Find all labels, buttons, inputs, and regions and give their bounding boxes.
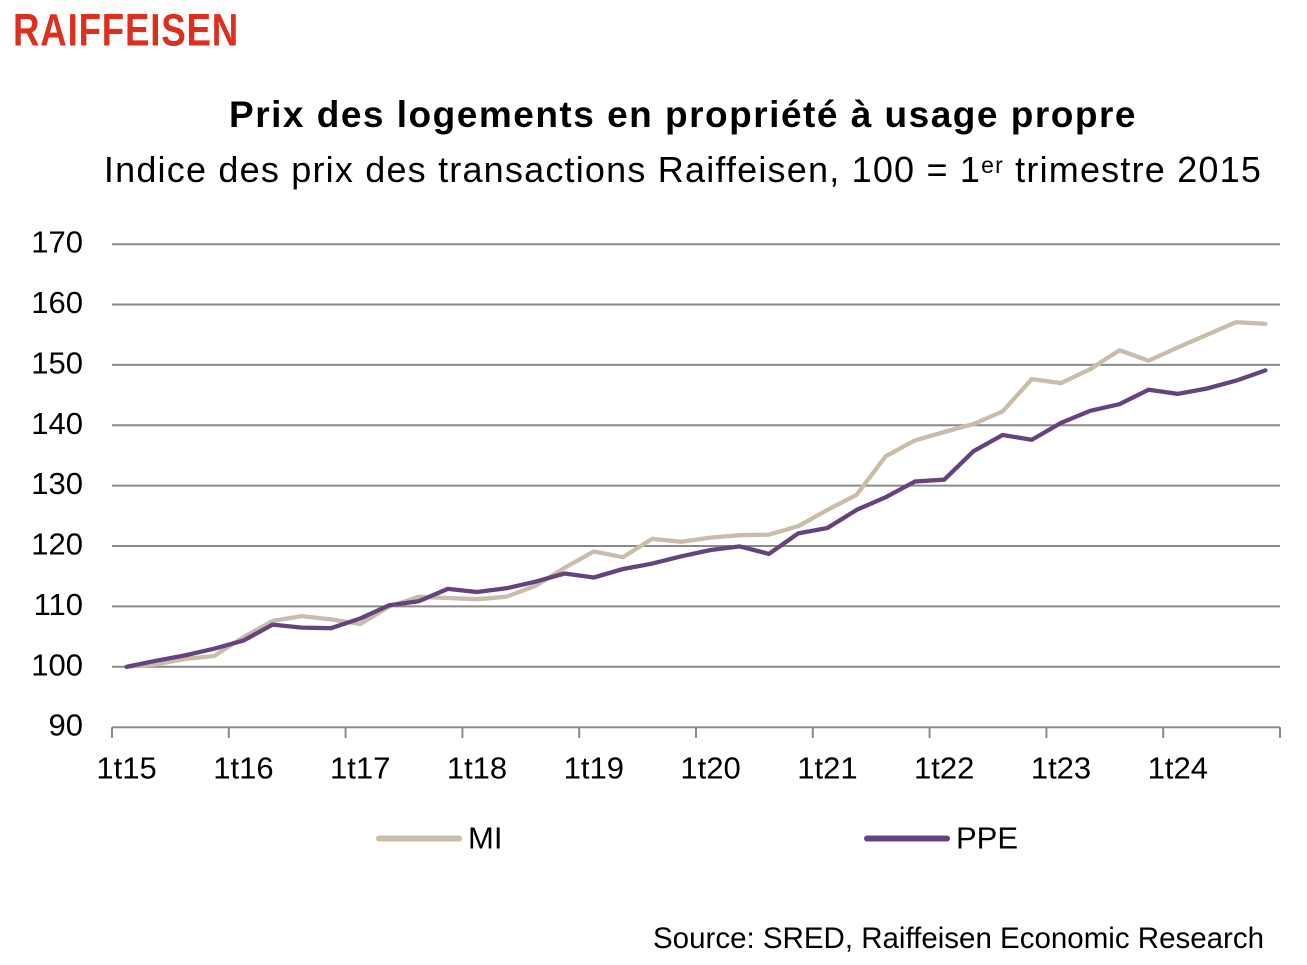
- svg-text:MI: MI: [468, 820, 502, 855]
- svg-text:1t18: 1t18: [447, 751, 507, 786]
- svg-text:1t19: 1t19: [564, 751, 624, 786]
- svg-text:Prix des logements en propriét: Prix des logements en propriété à usage …: [229, 94, 1137, 135]
- svg-text:1t22: 1t22: [914, 751, 974, 786]
- svg-text:120: 120: [31, 527, 83, 562]
- svg-text:160: 160: [31, 285, 83, 320]
- svg-text:RAIFFEISEN: RAIFFEISEN: [13, 5, 239, 55]
- svg-text:1t15: 1t15: [96, 751, 156, 786]
- svg-text:1t23: 1t23: [1031, 751, 1091, 786]
- svg-text:PPE: PPE: [956, 820, 1018, 855]
- svg-text:1t20: 1t20: [680, 751, 740, 786]
- svg-text:130: 130: [31, 466, 83, 501]
- svg-text:1t16: 1t16: [213, 751, 273, 786]
- svg-text:90: 90: [49, 708, 83, 743]
- svg-text:150: 150: [31, 345, 83, 380]
- svg-text:Source: SRED, Raiffeisen Econo: Source: SRED, Raiffeisen Economic Resear…: [653, 922, 1264, 955]
- svg-text:1t17: 1t17: [330, 751, 390, 786]
- svg-text:1t24: 1t24: [1148, 751, 1208, 786]
- svg-text:1t21: 1t21: [797, 751, 857, 786]
- svg-text:140: 140: [31, 406, 83, 441]
- svg-text:100: 100: [31, 647, 83, 682]
- svg-text:110: 110: [34, 587, 83, 622]
- svg-text:Indice des prix des transactio: Indice des prix des transactions Raiffei…: [104, 149, 1262, 190]
- svg-text:170: 170: [31, 225, 83, 260]
